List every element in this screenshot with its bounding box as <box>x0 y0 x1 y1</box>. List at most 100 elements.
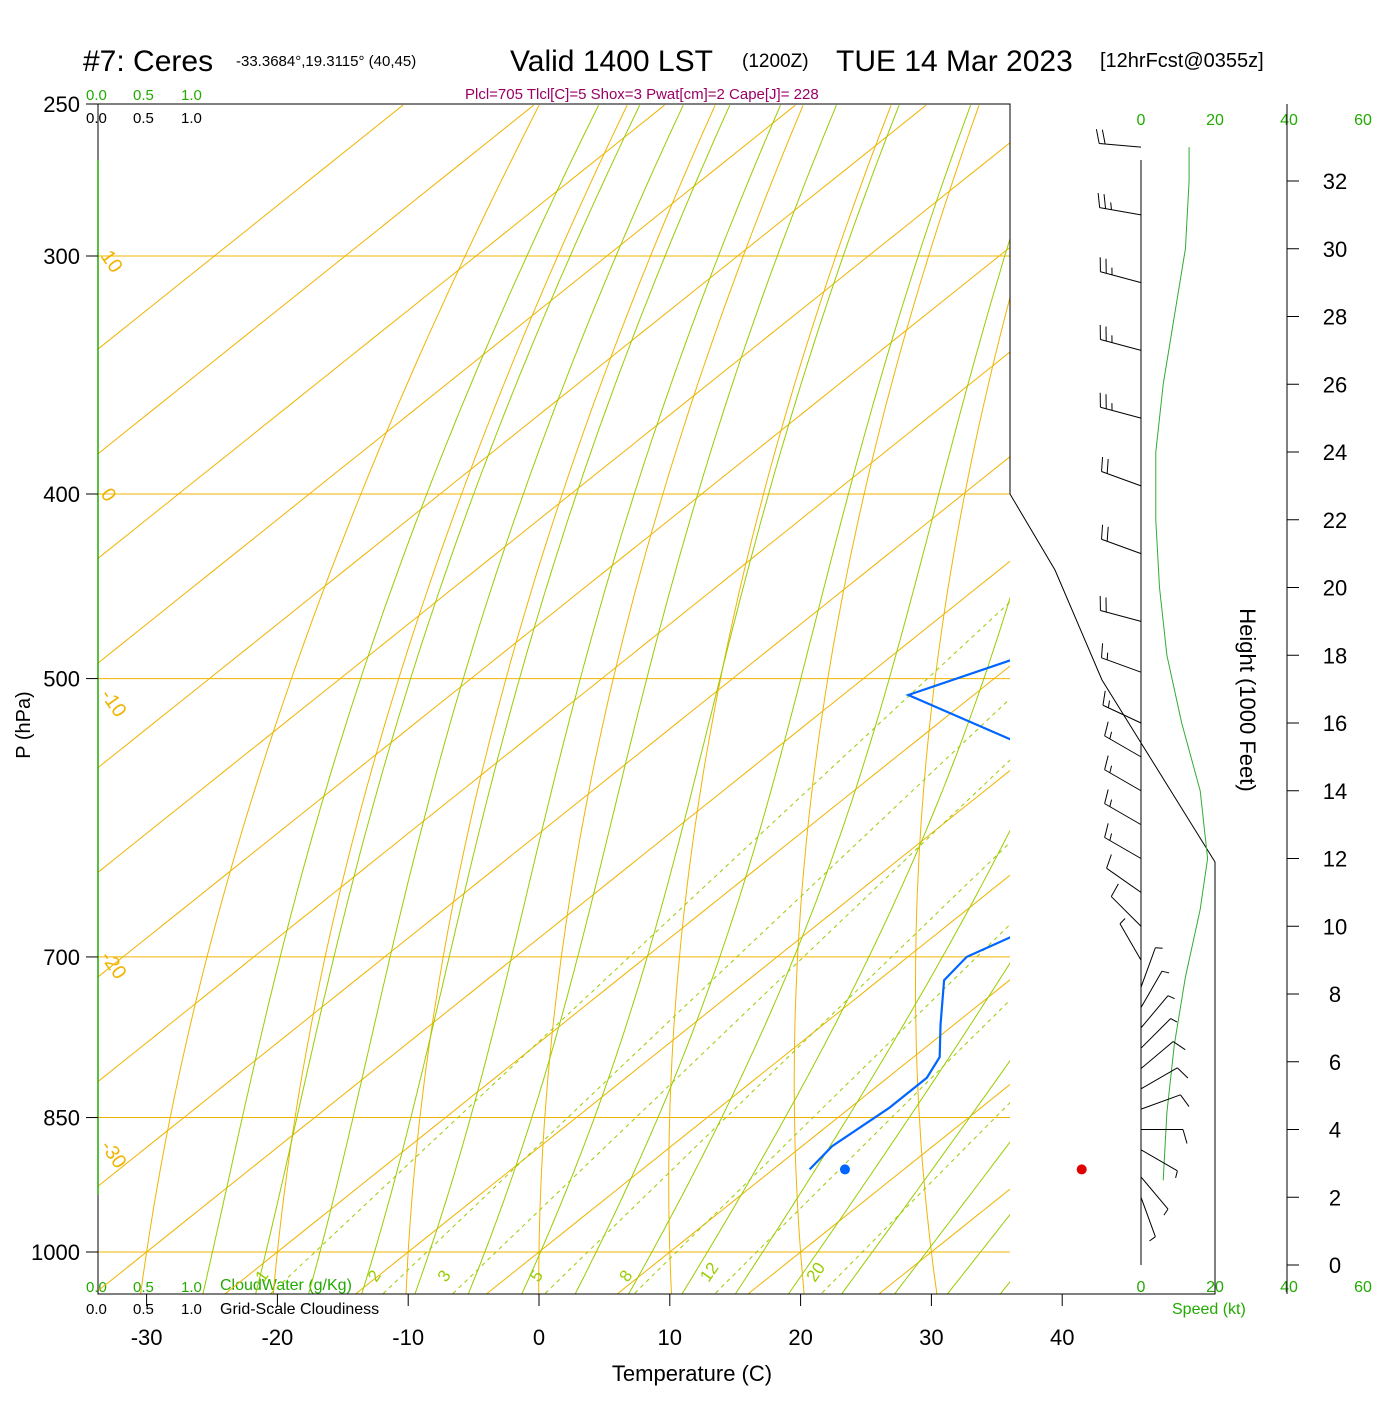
speed-tick-top: 0 <box>1137 112 1146 129</box>
pressure-tick-label: 1000 <box>31 1240 80 1265</box>
wind-barb <box>1100 325 1141 350</box>
mixing-ratio-label: 8 <box>615 1267 636 1286</box>
isotherm--40 <box>0 105 1400 1316</box>
forecast-info: [12hrFcst@0355z] <box>1100 50 1264 72</box>
isotherm-label: -10 <box>96 685 131 721</box>
wind-barb <box>1141 996 1175 1028</box>
plot-frame <box>98 104 1215 1294</box>
height-tick-label: 22 <box>1323 508 1347 533</box>
wind-barb <box>1141 1042 1185 1069</box>
moist-adiabat <box>198 105 599 1316</box>
cloud-water-tick-top: 0.5 <box>133 87 154 104</box>
wind-barb <box>1141 1130 1187 1144</box>
height-tick-label: 0 <box>1329 1253 1341 1278</box>
cloudiness-tick-top: 1.0 <box>181 110 202 127</box>
dry-adiabat <box>539 105 803 1316</box>
temperature-tick-label: 0 <box>533 1325 545 1350</box>
wind-barb <box>1103 691 1141 723</box>
moist-adiabat <box>459 105 836 1316</box>
cloud-water-label: CloudWater (g/Kg) <box>220 1277 352 1294</box>
height-tick-label: 30 <box>1323 237 1347 262</box>
dry-adiabat <box>1364 105 1400 1316</box>
mixing-ratio-label: 12 <box>696 1259 722 1285</box>
wind-barb <box>1141 1068 1188 1089</box>
temperature-tick-label: 40 <box>1050 1325 1074 1350</box>
wind-barb <box>1111 884 1141 926</box>
mixing-ratio-label: 20 <box>803 1259 829 1285</box>
height-tick-label: 16 <box>1323 711 1347 736</box>
dry-adiabat <box>138 105 539 1316</box>
dewpoint-line <box>810 153 1400 1169</box>
speed-tick-top: 20 <box>1206 112 1224 129</box>
sounding-traces <box>810 153 1400 1169</box>
temperature-tick-label: 30 <box>919 1325 943 1350</box>
dry-adiabat <box>794 105 979 1316</box>
cloud-water-tick-bottom: 0.0 <box>86 1279 107 1296</box>
wind-barb <box>1105 823 1141 858</box>
height-tick-label: 32 <box>1323 169 1347 194</box>
moist-adiabat <box>773 105 1399 1316</box>
isotherm--20 <box>198 105 1400 1316</box>
cloudiness-tick-top: 0.0 <box>86 110 107 127</box>
temperature-tick-label: -30 <box>131 1325 163 1350</box>
cloudiness-label: Grid-Scale Cloudiness <box>220 1301 379 1318</box>
cloudiness-tick-bottom: 0.0 <box>86 1301 107 1318</box>
cloud-water-tick-bottom: 0.5 <box>133 1279 154 1296</box>
wind-barb <box>1141 1095 1189 1109</box>
moist-adiabat <box>616 105 1053 1316</box>
moist-adiabat <box>564 105 971 1316</box>
wind-barb <box>1100 393 1141 418</box>
mixing-ratio-label: 2 <box>364 1267 385 1286</box>
height-tick-label: 24 <box>1323 440 1347 465</box>
isotherm--30 <box>67 105 1400 1316</box>
isotherm--120 <box>0 105 403 1316</box>
speed-tick-top: 60 <box>1354 112 1372 129</box>
wind-barb <box>1102 457 1141 486</box>
wind-barb <box>1120 919 1141 961</box>
isotherm--100 <box>0 105 665 1316</box>
isotherm-label: -20 <box>96 947 131 983</box>
mixing-ratio-line-12 <box>693 494 1400 1316</box>
speed-tick-bottom: 20 <box>1206 1279 1224 1296</box>
isotherm--80 <box>0 105 926 1316</box>
pressure-tick-label: 250 <box>43 92 80 117</box>
wind-barb <box>1098 193 1141 215</box>
moist-adiabat <box>878 105 1400 1316</box>
temperature-tick-label: -10 <box>392 1325 424 1350</box>
pressure-tick-label: 700 <box>43 945 80 970</box>
moist-adiabat <box>669 105 1150 1316</box>
height-tick-label: 14 <box>1323 779 1347 804</box>
cloud-water-tick-top: 1.0 <box>181 87 202 104</box>
height-tick-label: 18 <box>1323 643 1347 668</box>
mixing-ratio-line-3 <box>430 494 1291 1316</box>
height-tick-label: 26 <box>1323 372 1347 397</box>
height-tick-label: 6 <box>1329 1050 1341 1075</box>
isotherm-label: 10 <box>96 246 127 277</box>
valid-date: TUE 14 Mar 2023 <box>836 45 1073 78</box>
temperature-line <box>1067 153 1400 1169</box>
station-title: #7: Ceres <box>83 45 213 78</box>
height-tick-label: 12 <box>1323 847 1347 872</box>
wind-barb <box>1141 948 1163 987</box>
dry-adiabat <box>916 105 1068 1316</box>
wind-barb <box>1105 790 1141 825</box>
moist-adiabat <box>355 105 730 1316</box>
pressure-tick-label: 300 <box>43 244 80 269</box>
wind-barb <box>1102 525 1141 554</box>
moist-adiabat <box>407 105 780 1316</box>
height-tick-label: 10 <box>1323 914 1347 939</box>
wind-barb <box>1141 1197 1155 1241</box>
station-location: -33.3684°,19.3115° (40,45) <box>236 53 416 70</box>
pressure-tick-label: 500 <box>43 667 80 692</box>
speed-tick-bottom: 0 <box>1137 1279 1146 1296</box>
mixing-ratio-line-2 <box>360 494 1228 1316</box>
wind-barb <box>1105 722 1141 757</box>
dry-adiabat <box>669 105 891 1316</box>
cloudiness-tick-bottom: 1.0 <box>181 1301 202 1318</box>
height-axis-label: Height (1000 Feet) <box>1235 608 1260 791</box>
height-tick-label: 28 <box>1323 305 1347 330</box>
